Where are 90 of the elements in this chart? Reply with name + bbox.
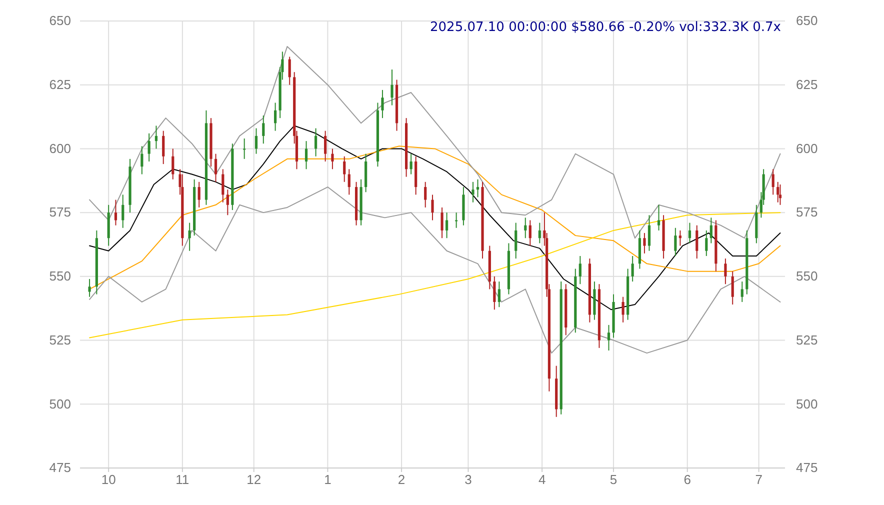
candlestick [445,212,448,239]
candlestick [772,168,774,196]
candlestick [776,181,780,203]
chart-title: 2025.07.10 00:00:00 $580.66 -0.20% vol:332.3K 0.7x [430,20,782,35]
candlestick [578,255,582,285]
candlestick [424,181,427,208]
y2-tick-label: 650 [796,13,818,28]
candlestick [254,128,258,154]
candlestick [528,220,532,246]
candlestick [538,222,541,244]
y-tick-label: 575 [49,204,71,220]
candlestick [440,206,444,239]
candlestick [431,194,434,221]
line-series [89,125,781,310]
x-tick-label: 4 [538,472,546,488]
candlestick [476,178,480,198]
x-tick-label: 12 [246,472,262,488]
candlestick [731,270,734,306]
candlestick [154,125,158,150]
candlestick [162,130,165,165]
candlestick [524,217,527,239]
candlestick [410,153,412,175]
y-tick-label: 550 [49,268,71,284]
candlestick [343,156,346,182]
candlestick [331,148,334,170]
line-series [89,212,781,338]
candlestick [688,222,692,244]
candlestick [148,132,150,162]
x-tick-label: 6 [684,472,691,488]
candlestick [740,281,744,302]
candlestick [198,181,200,208]
candlestick [455,212,458,228]
candlestick [514,222,518,260]
y2-tick-label: 525 [796,332,818,348]
candlestick [631,255,634,282]
candlestick [705,230,708,256]
candlestick [607,324,610,352]
candlestick [674,227,677,256]
candlestick [243,138,246,160]
candlestick [472,181,474,203]
candlestick [214,153,218,182]
y2-tick-label: 625 [796,77,818,92]
y2-tick-label: 500 [796,396,818,412]
candlestick [648,214,651,252]
x-tick-label: 3 [464,472,472,488]
candlestick [226,189,229,216]
candlestick [493,276,496,310]
candlestick [778,184,782,206]
candlestick [114,199,118,226]
x-tick-label: 10 [101,472,116,488]
candlestick [172,148,174,180]
y-tick-label: 500 [49,396,71,412]
y-tick-label: 650 [49,13,71,28]
y-tick-label: 525 [49,332,71,348]
y2-tick-label: 475 [796,460,818,476]
candlestick [222,168,224,203]
candlestick [122,194,124,228]
candlestick [324,130,327,162]
x-tick-label: 1 [324,472,332,488]
x-tick-label: 11 [176,472,190,488]
candlestick [724,258,727,285]
y2-tick-label: 550 [796,268,818,284]
candlestick [188,222,191,252]
candlestick [390,69,394,106]
candlestick [88,278,91,298]
x-tick-label: 5 [610,472,618,488]
x-tick-label: 2 [398,472,406,488]
candlestick [314,128,318,157]
candlestick [696,224,698,260]
candlestick [678,230,682,246]
candlestick [381,89,384,119]
candlestick [274,102,277,132]
candlestick [657,204,660,231]
candlestick [710,217,712,244]
y2-tick-label: 600 [796,140,818,156]
y-tick-label: 625 [49,77,71,92]
y-tick-label: 475 [49,460,71,476]
candlestick [643,232,646,254]
x-tick-label: 7 [755,472,762,488]
line-series [89,186,781,354]
candlestick [262,115,265,144]
candlestick [498,281,500,308]
candlestick [622,296,624,323]
candlestick [304,140,308,170]
y2-tick-label: 575 [796,204,818,220]
candlestick [140,146,144,175]
candlestick [288,56,291,86]
line-series [89,46,781,239]
y-tick-label: 600 [49,140,71,156]
candlestick [348,168,350,196]
